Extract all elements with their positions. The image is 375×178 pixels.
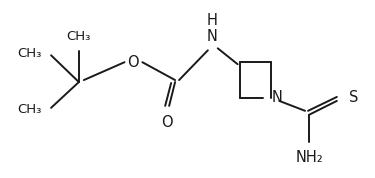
Text: NH₂: NH₂ xyxy=(295,150,323,164)
Text: CH₃: CH₃ xyxy=(17,103,41,116)
Text: N: N xyxy=(272,90,282,105)
Text: N: N xyxy=(206,29,217,44)
Text: O: O xyxy=(161,115,173,130)
Text: CH₃: CH₃ xyxy=(67,30,91,43)
Text: CH₃: CH₃ xyxy=(17,47,41,60)
Text: S: S xyxy=(349,90,358,105)
Text: O: O xyxy=(128,55,139,70)
Text: H: H xyxy=(206,14,217,28)
